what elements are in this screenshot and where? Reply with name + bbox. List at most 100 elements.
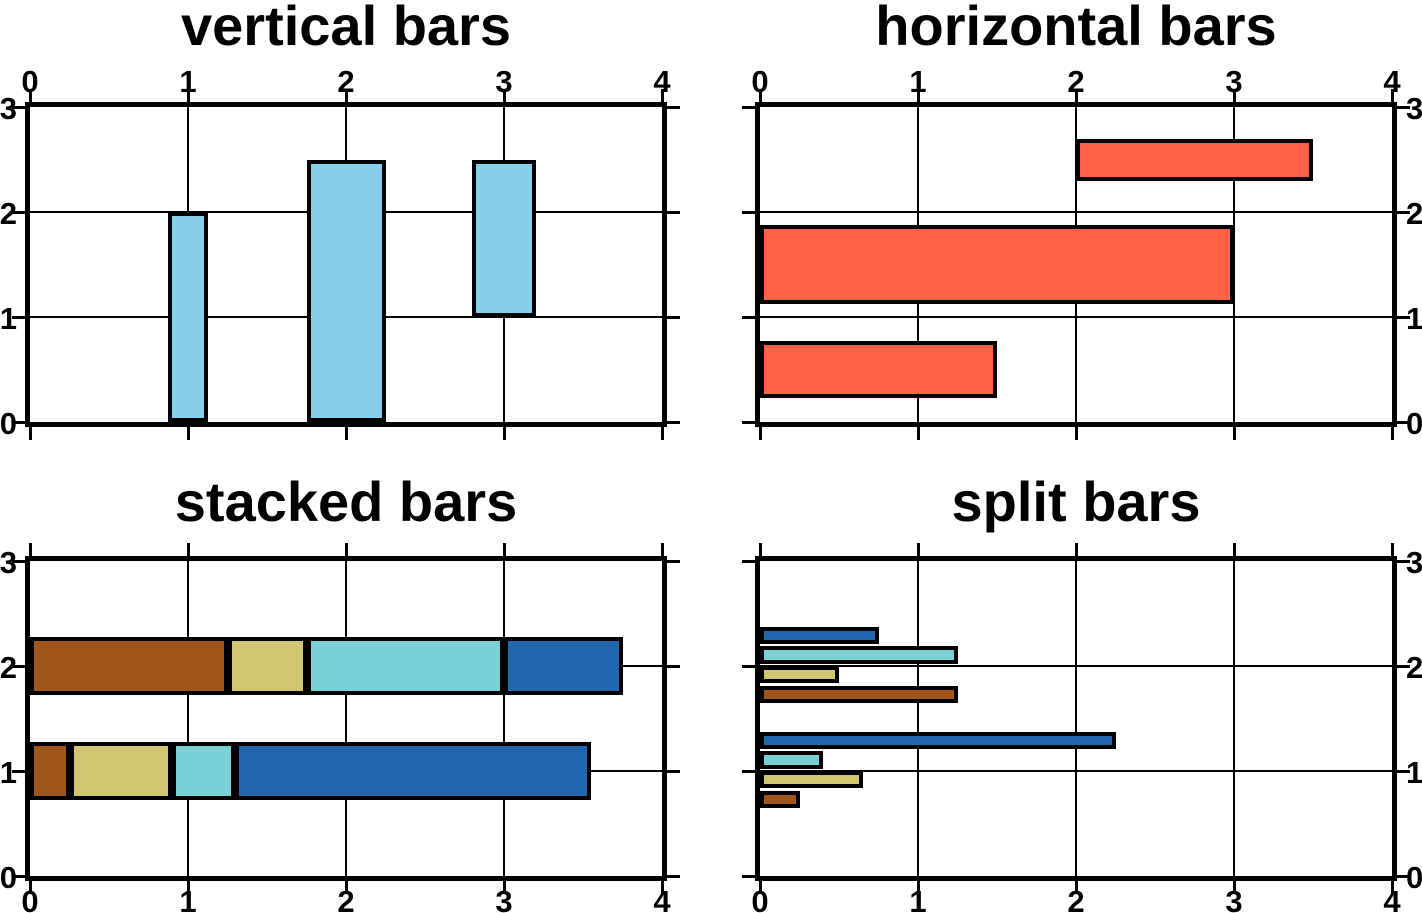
x-tick-label: 4 (653, 64, 671, 99)
y-tick-right (1397, 210, 1410, 214)
x-tick-bottom (502, 427, 506, 440)
y-tick-label: 3 (0, 545, 17, 580)
y-tick-label: 2 (0, 196, 17, 231)
x-tick-top (502, 89, 506, 102)
x-tick-bottom (660, 427, 664, 440)
y-tick-left (12, 769, 25, 773)
x-tick-bottom (344, 881, 348, 894)
panel-title-horizontal-bars: horizontal bars (875, 0, 1277, 57)
x-tick-top (186, 89, 190, 102)
y-tick-right (1397, 874, 1410, 878)
x-tick-bottom (1390, 427, 1394, 440)
bar-y0.5 (760, 340, 997, 399)
y-tick-left (12, 559, 25, 563)
x-tick-top (344, 543, 348, 556)
y-tick-right (667, 420, 680, 424)
x-tick-bottom (344, 427, 348, 440)
split-bar-turquoise (760, 646, 958, 664)
y-tick-right (667, 769, 680, 773)
y-tick-label: 0 (0, 860, 17, 895)
y-tick-right (667, 315, 680, 319)
plot-frame (755, 556, 1397, 881)
x-tick-top (502, 543, 506, 556)
y-tick-left (742, 664, 755, 668)
y-tick-left (12, 315, 25, 319)
x-tick-label: 3 (1225, 884, 1243, 913)
x-tick-label: 2 (1067, 884, 1085, 913)
bar-x3 (472, 159, 536, 317)
x-tick-bottom (28, 881, 32, 894)
x-tick-top (28, 543, 32, 556)
x-tick-top (1390, 543, 1394, 556)
y-tick-right (667, 559, 680, 563)
split-bar-turquoise (760, 751, 824, 769)
split-bar-brown (760, 790, 800, 809)
y-tick-right (1397, 769, 1410, 773)
y-tick-label: 3 (1406, 545, 1422, 580)
gridline-x-3 (1233, 561, 1235, 876)
y-tick-label: 0 (1406, 860, 1422, 895)
x-tick-bottom (28, 427, 32, 440)
y-tick-right (667, 105, 680, 109)
bar-segment-brown (30, 742, 70, 800)
x-tick-label: 2 (1067, 64, 1085, 99)
bar-segment-turquoise (306, 637, 504, 695)
gridline-x-1 (917, 561, 919, 876)
x-tick-top (28, 89, 32, 102)
x-tick-label: 1 (179, 884, 197, 913)
x-tick-top (1232, 543, 1236, 556)
y-tick-right (667, 874, 680, 878)
x-tick-label: 2 (337, 884, 355, 913)
bar-segment-khaki (227, 637, 307, 695)
x-tick-bottom (758, 881, 762, 894)
y-tick-left (12, 874, 25, 878)
x-tick-top (758, 89, 762, 102)
gridline-x-2 (345, 561, 347, 876)
x-tick-bottom (758, 427, 762, 440)
gridline-y-2 (760, 211, 1392, 213)
bar-segment-blue (235, 742, 591, 800)
x-tick-bottom (916, 427, 920, 440)
x-tick-bottom (186, 427, 190, 440)
x-tick-label: 0 (21, 64, 39, 99)
split-bar-khaki (760, 666, 839, 684)
plot-frame (755, 102, 1397, 427)
split-bar-blue (760, 626, 879, 645)
x-tick-label: 4 (1383, 64, 1401, 99)
x-tick-bottom (1390, 881, 1394, 894)
x-tick-label: 2 (337, 64, 355, 99)
y-tick-label: 0 (0, 406, 17, 441)
gridline-x-3 (1233, 107, 1235, 422)
plot-frame (25, 102, 667, 427)
y-tick-left (742, 420, 755, 424)
bar-segment-brown (30, 637, 228, 695)
x-tick-top (1232, 89, 1236, 102)
bar-y1.5 (760, 225, 1234, 304)
y-tick-right (1397, 315, 1410, 319)
gridline-y-1 (760, 316, 1392, 318)
y-tick-label: 1 (1406, 301, 1422, 336)
panel-vertical-bars: 0 1 2 3 4 0 1 2 3 (0, 66, 680, 440)
bar-segment-turquoise (172, 742, 236, 800)
x-tick-top (758, 543, 762, 556)
x-tick-bottom (660, 881, 664, 894)
x-tick-label: 0 (751, 884, 769, 913)
x-tick-top (186, 543, 190, 556)
y-tick-left (12, 210, 25, 214)
x-tick-bottom (916, 881, 920, 894)
split-bar-khaki (760, 771, 863, 789)
y-tick-label: 1 (1406, 755, 1422, 790)
x-tick-bottom (1232, 881, 1236, 894)
x-tick-label: 1 (909, 884, 927, 913)
y-tick-label: 3 (1406, 91, 1422, 126)
x-tick-label: 1 (909, 64, 927, 99)
x-tick-top (1074, 89, 1078, 102)
y-tick-left (742, 769, 755, 773)
x-tick-top (344, 89, 348, 102)
y-tick-right (1397, 559, 1410, 563)
y-tick-left (12, 105, 25, 109)
x-tick-label: 0 (751, 64, 769, 99)
bar-x2 (306, 159, 386, 422)
